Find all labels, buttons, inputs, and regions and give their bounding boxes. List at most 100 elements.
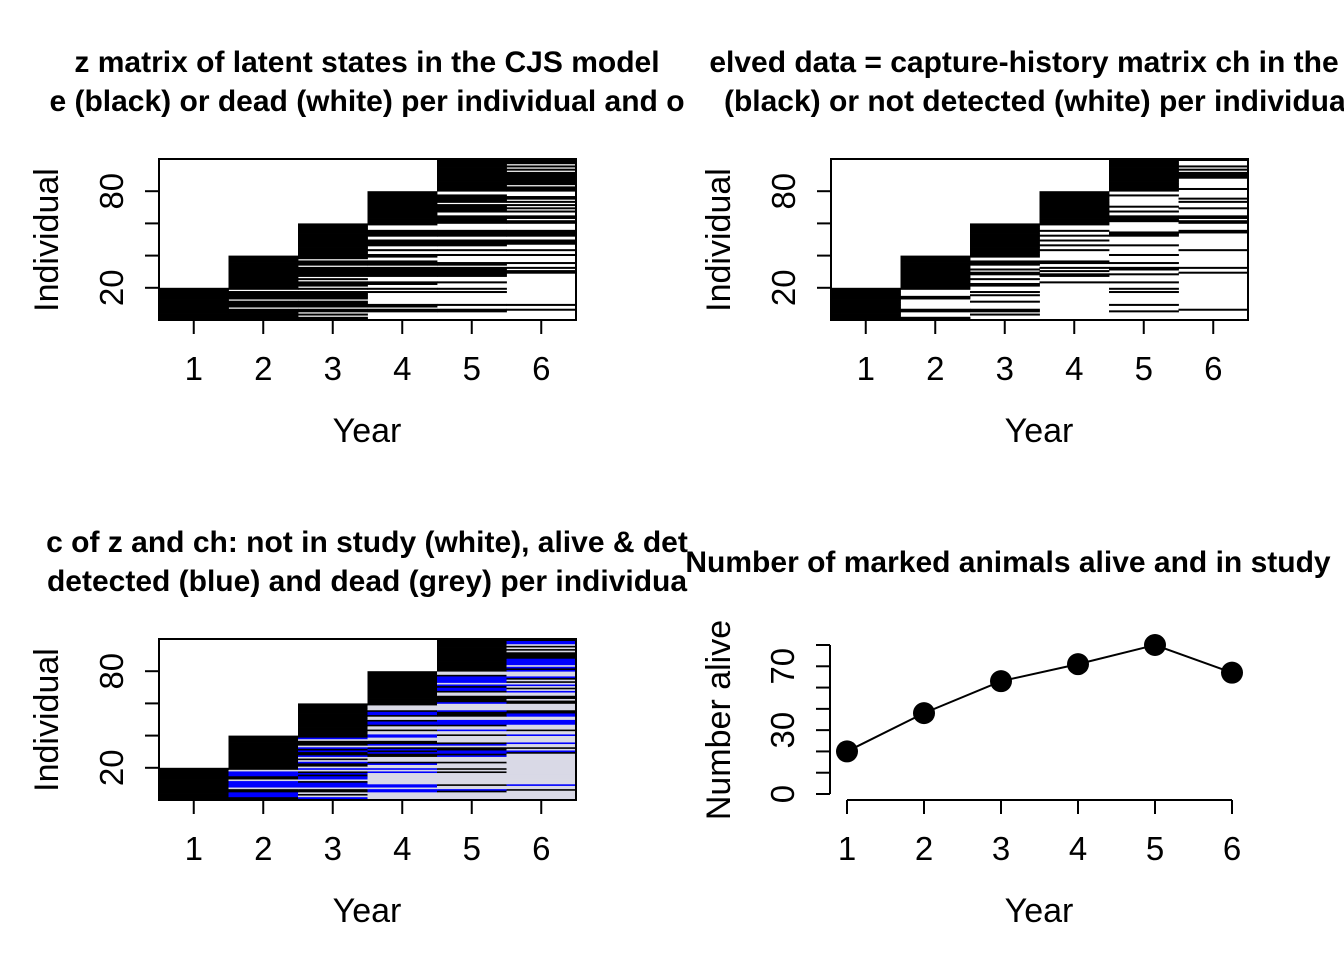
heatmap-cell <box>506 216 577 219</box>
heatmap-cell <box>1178 171 1249 174</box>
heatmap-cell <box>437 648 507 651</box>
heatmap-cell <box>506 743 577 746</box>
heatmap-cell <box>367 793 438 796</box>
heatmap-cell <box>1039 260 1110 263</box>
heatmap-cell <box>367 748 438 751</box>
heatmap-cell <box>506 708 577 711</box>
heatmap-cell <box>298 262 368 265</box>
heatmap-cell <box>228 257 299 260</box>
heatmap-cell <box>437 708 507 711</box>
x-tick-label: 2 <box>915 830 933 867</box>
heatmap-cell <box>970 245 1040 248</box>
heatmap-cell <box>298 719 368 722</box>
heatmap-cell <box>831 292 901 295</box>
heatmap-cell <box>159 769 229 772</box>
heatmap-cell <box>228 764 299 767</box>
heatmap-cell <box>437 640 507 643</box>
heatmap-cell <box>1039 274 1110 277</box>
heatmap-cell <box>506 680 577 683</box>
heatmap-cell <box>437 664 507 667</box>
heatmap-cell <box>1109 220 1179 223</box>
heatmap-cell <box>298 284 368 287</box>
heatmap-cell <box>437 751 507 754</box>
heatmap-cell <box>1178 197 1249 200</box>
heatmap-cell <box>228 748 299 751</box>
heatmap-cell <box>437 682 507 685</box>
heatmap-cell <box>367 730 438 733</box>
heatmap-cell <box>506 772 577 775</box>
heatmap-cell <box>367 766 438 769</box>
heatmap-cell <box>970 228 1040 231</box>
heatmap-cell <box>298 708 368 711</box>
heatmap-cell <box>367 200 438 203</box>
heatmap-cell <box>437 791 507 794</box>
heatmap-cell <box>298 281 368 284</box>
heatmap-cell <box>506 791 577 794</box>
heatmap-cell <box>298 706 368 709</box>
chart-title: Number of marked animals alive and in st… <box>685 546 1331 579</box>
heatmap-cell <box>298 236 368 239</box>
heatmap-cell <box>367 716 438 719</box>
heatmap-cell <box>228 281 299 284</box>
heatmap-cell <box>228 313 299 316</box>
heatmap-cell <box>506 639 577 642</box>
heatmap-cell <box>1109 287 1179 290</box>
heatmap-cell <box>298 271 368 274</box>
heatmap-cell <box>1039 199 1110 202</box>
heatmap-cell <box>367 743 438 746</box>
heatmap-cell <box>1039 204 1110 207</box>
heatmap-cell <box>900 310 971 313</box>
heatmap-cell <box>1039 221 1110 224</box>
heatmap-cell <box>506 719 577 722</box>
heatmap-cell <box>437 647 507 650</box>
heatmap-cell <box>228 292 299 295</box>
heatmap-cell <box>298 795 368 798</box>
heatmap-cell <box>506 751 577 754</box>
heatmap-cell <box>1039 205 1110 208</box>
heatmap-cell <box>1178 173 1249 176</box>
heatmap-cell <box>228 785 299 788</box>
heatmap-cell <box>367 738 438 741</box>
heatmap-cell <box>367 196 438 199</box>
heatmap-cell <box>970 273 1040 276</box>
heatmap-cell <box>1109 273 1179 276</box>
heatmap-cell <box>1109 281 1179 284</box>
data-point <box>913 702 935 725</box>
data-point <box>990 670 1012 693</box>
heatmap-cell <box>159 305 229 308</box>
heatmap-cell <box>506 758 577 761</box>
heatmap-cell <box>228 737 299 740</box>
heatmap-cell <box>1039 202 1110 205</box>
heatmap-cell <box>506 647 577 650</box>
heatmap-cell <box>506 711 577 714</box>
heatmap-cell <box>900 255 971 258</box>
heatmap-cell <box>159 779 229 782</box>
y-tick-label: 70 <box>764 648 801 685</box>
heatmap-cell <box>506 705 577 708</box>
heatmap-cell <box>298 769 368 772</box>
heatmap-cell <box>228 779 299 782</box>
heatmap-cell <box>1039 216 1110 219</box>
heatmap-cell <box>367 769 438 772</box>
heatmap-cell <box>437 208 507 211</box>
heatmap-cell <box>298 733 368 736</box>
heatmap-cell <box>506 706 577 709</box>
heatmap-cell <box>437 175 507 178</box>
heatmap-cell <box>298 717 368 720</box>
heatmap-cell <box>506 764 577 767</box>
heatmap-cell <box>831 305 901 308</box>
heatmap-cell <box>506 229 577 232</box>
heatmap-cell <box>506 730 577 733</box>
heatmap-cell <box>298 730 368 733</box>
heatmap-cell <box>437 740 507 743</box>
heatmap-cell <box>1039 210 1110 213</box>
heatmap-cell <box>367 756 438 759</box>
heatmap-cell <box>1109 234 1179 237</box>
heatmap-cell <box>506 714 577 717</box>
heatmap-cell <box>506 176 577 179</box>
heatmap-cell <box>228 742 299 745</box>
heatmap-cell <box>437 696 507 699</box>
heatmap-cell <box>970 233 1040 236</box>
heatmap-cell <box>437 711 507 714</box>
